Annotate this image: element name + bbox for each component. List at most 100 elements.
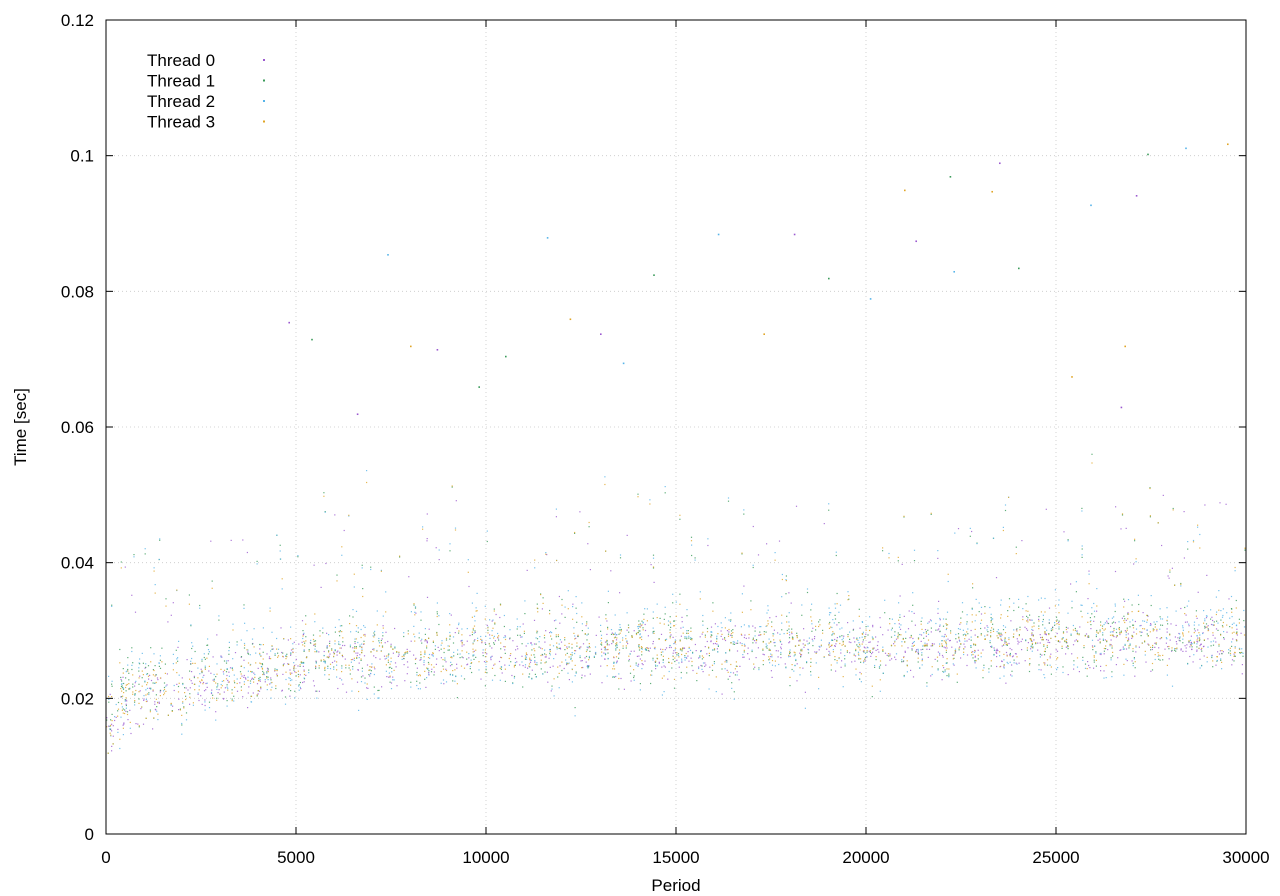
data-point <box>1143 628 1146 630</box>
data-point <box>500 666 502 668</box>
data-point <box>201 670 203 672</box>
data-point <box>150 687 152 689</box>
data-point <box>1176 648 1178 650</box>
data-point <box>1071 653 1073 655</box>
data-point <box>1141 631 1143 633</box>
data-point <box>1017 640 1019 642</box>
data-point <box>239 677 242 679</box>
data-point <box>115 716 117 718</box>
data-point <box>433 666 435 668</box>
data-point <box>641 624 643 626</box>
data-point <box>931 673 933 676</box>
data-point <box>993 649 996 651</box>
data-point <box>926 648 928 650</box>
data-point <box>1032 647 1034 649</box>
data-point <box>1193 641 1195 643</box>
data-point <box>343 529 345 532</box>
data-point <box>428 653 431 656</box>
data-point <box>913 549 916 551</box>
data-point <box>126 711 129 713</box>
data-point <box>1008 638 1010 641</box>
data-point <box>146 682 149 684</box>
data-point <box>1028 670 1031 673</box>
data-point <box>517 626 519 628</box>
data-point <box>910 669 912 671</box>
data-point <box>660 654 662 656</box>
data-point <box>588 643 590 645</box>
data-point <box>677 654 680 657</box>
data-point <box>491 634 493 636</box>
data-point <box>974 660 976 662</box>
data-point <box>282 665 284 667</box>
data-point <box>503 614 505 617</box>
data-point <box>1160 624 1162 626</box>
data-point <box>108 698 110 700</box>
data-point <box>931 644 934 646</box>
data-point <box>1038 669 1040 671</box>
data-point <box>999 635 1001 637</box>
data-point <box>1134 620 1136 623</box>
data-point <box>146 673 148 675</box>
data-point <box>568 679 570 681</box>
data-point <box>315 667 317 670</box>
data-point <box>258 677 260 680</box>
data-point <box>575 607 577 609</box>
data-point <box>1105 645 1107 647</box>
data-point <box>342 644 344 647</box>
data-point <box>721 627 723 629</box>
data-point <box>256 560 258 562</box>
data-point <box>1118 627 1120 629</box>
data-point <box>942 670 944 673</box>
data-point <box>622 647 624 649</box>
data-point <box>191 647 193 650</box>
data-point <box>1044 627 1046 629</box>
data-point <box>394 662 397 664</box>
data-point <box>194 689 196 691</box>
data-point <box>605 614 607 616</box>
data-point <box>704 665 706 667</box>
data-point <box>1042 621 1044 623</box>
data-point <box>793 655 795 657</box>
data-point <box>912 637 914 640</box>
data-point <box>1110 644 1112 646</box>
data-point <box>406 650 409 653</box>
data-point <box>1179 633 1181 635</box>
data-point <box>688 660 690 662</box>
data-point <box>710 641 712 643</box>
data-point <box>1149 515 1151 517</box>
data-point <box>1096 631 1098 633</box>
data-point <box>841 644 843 646</box>
data-point <box>823 523 825 525</box>
grid-lines <box>106 20 1246 834</box>
data-point <box>766 645 768 647</box>
data-point <box>1129 621 1131 623</box>
data-point <box>973 643 975 645</box>
data-point <box>974 643 977 645</box>
data-point <box>759 626 761 628</box>
data-point <box>556 648 558 650</box>
data-point <box>925 631 927 633</box>
data-point <box>247 662 250 664</box>
data-point <box>910 634 912 637</box>
data-point <box>239 671 242 673</box>
data-point <box>836 624 838 626</box>
data-point <box>889 623 891 625</box>
data-point <box>1221 616 1224 618</box>
data-point <box>760 626 762 628</box>
data-point <box>264 679 266 681</box>
data-point <box>1124 643 1126 645</box>
data-point <box>305 640 307 642</box>
data-point <box>1090 620 1092 622</box>
data-point <box>1234 646 1236 648</box>
data-point <box>605 550 607 552</box>
data-point <box>1049 641 1051 644</box>
data-point <box>895 653 898 655</box>
data-point <box>289 679 292 682</box>
data-point <box>135 723 137 725</box>
data-point <box>249 682 252 684</box>
data-point <box>983 667 985 669</box>
data-point <box>1191 646 1193 648</box>
data-point <box>289 672 291 674</box>
data-point <box>586 623 588 625</box>
data-point <box>1215 664 1217 666</box>
